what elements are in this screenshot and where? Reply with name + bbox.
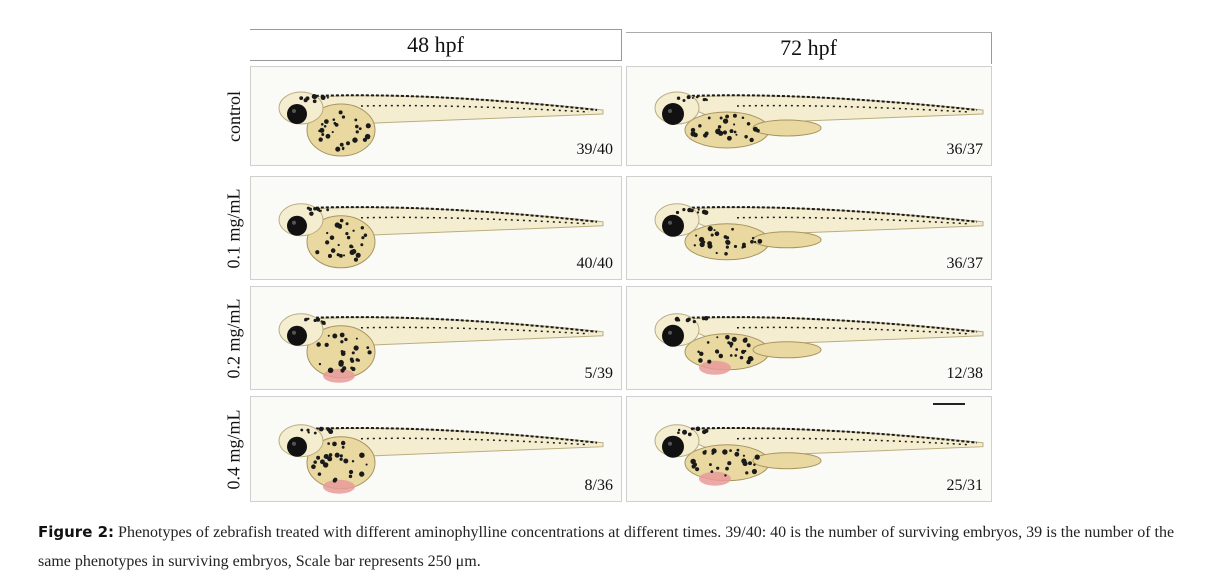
panel-0-2-72hpf: 12/38: [626, 286, 992, 390]
figure-caption: Figure 2: Phenotypes of zebrafish treate…: [38, 518, 1188, 576]
panel-control-72hpf: 36/37: [626, 66, 992, 166]
caption-text: Phenotypes of zebrafish treated with dif…: [38, 524, 1175, 570]
column-header-48hpf: 48 hpf: [250, 29, 622, 61]
zebrafish-image: [278, 313, 604, 383]
survival-count: 12/38: [946, 365, 983, 382]
zebrafish-image: [278, 91, 604, 157]
zebrafish-image: [278, 203, 604, 269]
zebrafish-image: [654, 424, 984, 486]
panel-0-4-48hpf: 8/36: [250, 396, 622, 502]
zebrafish-image: [278, 424, 604, 494]
panel-0-2-48hpf: 5/39: [250, 286, 622, 390]
panel-0-4-72hpf: 25/31: [626, 396, 992, 502]
survival-count: 5/39: [584, 365, 613, 382]
row-label-0-1: 0.1 mg/mL: [223, 188, 244, 268]
survival-count: 8/36: [584, 477, 613, 494]
survival-count: 25/31: [946, 477, 983, 494]
scale-bar: [933, 403, 965, 405]
column-header-72hpf: 72 hpf: [626, 32, 992, 64]
survival-count: 40/40: [576, 255, 613, 272]
zebrafish-image: [654, 91, 984, 149]
panel-control-48hpf: 39/40: [250, 66, 622, 166]
panel-0-1-48hpf: 40/40: [250, 176, 622, 280]
survival-count: 39/40: [576, 141, 613, 158]
survival-count: 36/37: [946, 255, 983, 272]
survival-count: 36/37: [946, 141, 983, 158]
panel-0-1-72hpf: 36/37: [626, 176, 992, 280]
zebrafish-image: [654, 313, 984, 375]
zebrafish-image: [654, 203, 984, 261]
row-label-control: control: [223, 90, 244, 142]
figure-label: Figure 2:: [38, 523, 115, 541]
row-label-0-4: 0.4 mg/mL: [223, 409, 244, 489]
row-label-0-2: 0.2 mg/mL: [223, 298, 244, 378]
